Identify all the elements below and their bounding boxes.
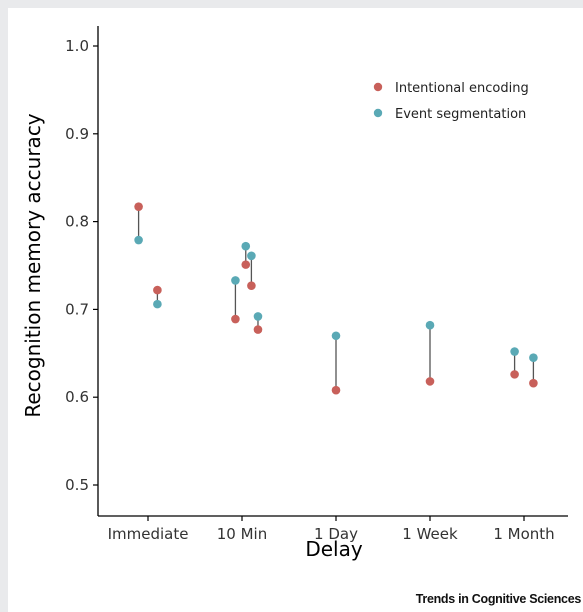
point-event-segmentation [153, 299, 162, 309]
point-intentional-encoding [529, 378, 538, 388]
scatter-chart: 0.5 0.6 0.7 0.8 0.9 1.0 Immediate 10 Min 1 Day 1… [21, 26, 568, 561]
point-intentional-encoding [247, 281, 256, 290]
point-event-segmentation [231, 276, 240, 285]
point-event-segmentation [510, 347, 519, 356]
point-intentional-encoding [134, 202, 143, 211]
y-axis-title: Recognition memory accuracy [21, 113, 45, 417]
point-event-segmentation [253, 312, 263, 321]
axes: 0.5 0.6 0.7 0.8 0.9 1.0 Immediate 10 Min 1 Day 1… [65, 26, 568, 543]
point-intentional-encoding [241, 260, 251, 269]
journal-credit: Trends in Cognitive Sciences [415, 592, 582, 606]
x-tick-label: 1 Week [402, 525, 458, 543]
point-intentional-encoding [510, 370, 519, 379]
point-event-segmentation [241, 241, 251, 251]
figure-panel: 0.5 0.6 0.7 0.8 0.9 1.0 Immediate 10 Min 1 Day 1… [8, 8, 583, 612]
y-tick-label: 0.8 [65, 213, 89, 231]
point-intentional-encoding [331, 385, 341, 395]
point-intentional-encoding [425, 377, 435, 386]
point-event-segmentation [247, 251, 256, 261]
point-intentional-encoding [153, 285, 162, 295]
data-marks [134, 202, 538, 395]
x-tick-label: 1 Day [314, 525, 358, 543]
y-tick-label: 1.0 [65, 37, 89, 55]
y-tick-label: 0.6 [65, 388, 89, 406]
point-intentional-encoding [253, 325, 263, 334]
x-ticks: Immediate 10 Min 1 Day 1 Week 1 Month [108, 516, 555, 543]
legend-swatch-segmentation [373, 108, 383, 118]
y-ticks: 0.5 0.6 0.7 0.8 0.9 1.0 [65, 37, 98, 494]
legend-label-segmentation: Event segmentation [395, 107, 526, 122]
y-tick-label: 0.7 [65, 300, 89, 318]
x-tick-label: Immediate [108, 525, 189, 543]
point-event-segmentation [425, 320, 435, 330]
x-tick-label: 10 Min [217, 525, 267, 543]
y-tick-label: 0.5 [65, 476, 89, 494]
point-event-segmentation [331, 331, 341, 341]
point-event-segmentation [529, 353, 538, 362]
y-tick-label: 0.9 [65, 125, 89, 143]
point-intentional-encoding [231, 314, 240, 324]
legend-swatch-intentional [373, 82, 383, 92]
point-event-segmentation [134, 235, 143, 245]
x-axis-title: Delay [305, 537, 363, 561]
x-tick-label: 1 Month [493, 525, 554, 543]
legend: Intentional encoding Event segmentation [373, 81, 529, 122]
legend-label-intentional: Intentional encoding [395, 81, 529, 96]
